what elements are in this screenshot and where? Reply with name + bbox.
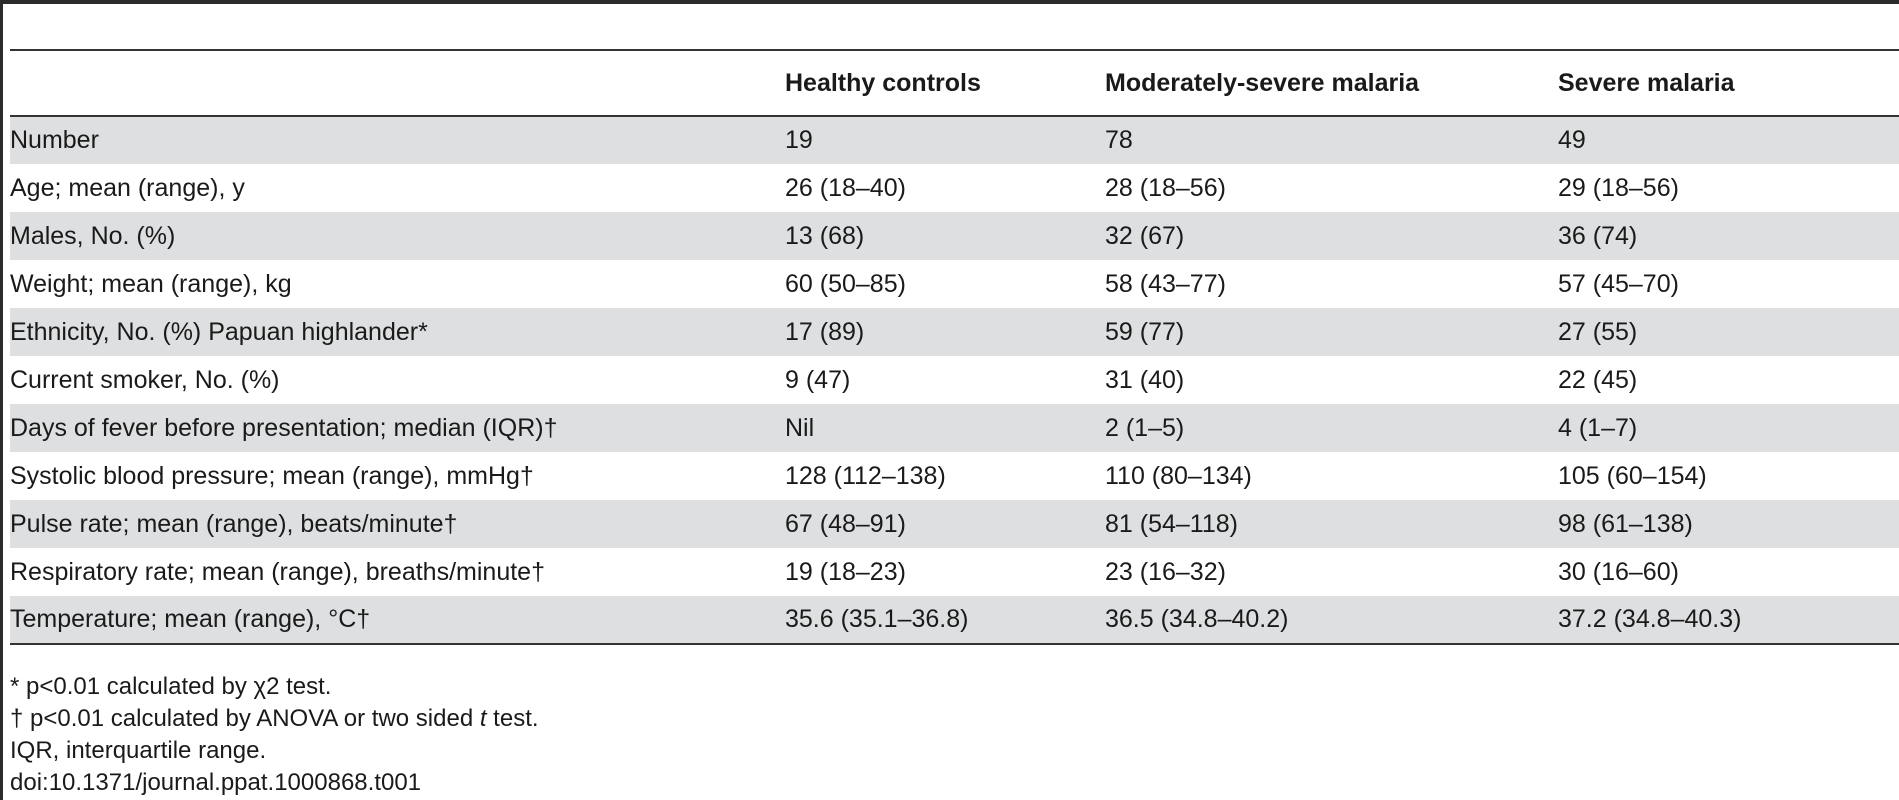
cell-healthy-controls: 60 (50–85) <box>785 269 906 298</box>
table-row: Respiratory rate; mean (range), breaths/… <box>10 548 1899 596</box>
table-row: Pulse rate; mean (range), beats/minute† … <box>10 500 1899 548</box>
cell-healthy-controls: 26 (18–40) <box>785 173 906 202</box>
cell-healthy-controls: 19 (18–23) <box>785 557 906 586</box>
row-label: Number <box>10 126 99 154</box>
cell-severe: 30 (16–60) <box>1558 557 1679 586</box>
header-cell-moderately-severe-malaria: Moderately-severe malaria <box>1105 68 1420 97</box>
cell-severe: 4 (1–7) <box>1558 413 1638 442</box>
cell-severe: 22 (45) <box>1558 365 1638 394</box>
table-header: Healthy controls Moderately-severe malar… <box>10 50 1899 116</box>
cell-severe: 29 (18–56) <box>1558 173 1679 202</box>
table-row: Days of fever before presentation; media… <box>10 404 1899 452</box>
row-label: Ethnicity, No. (%) Papuan highlander* <box>10 317 428 346</box>
left-border <box>0 0 3 800</box>
header-row: Healthy controls Moderately-severe malar… <box>10 50 1899 116</box>
cell-moderately-severe: 110 (80–134) <box>1105 461 1252 490</box>
cell-healthy-controls: 19 <box>785 126 813 154</box>
row-label: Weight; mean (range), kg <box>10 269 292 298</box>
cell-moderately-severe: 31 (40) <box>1105 365 1185 394</box>
cell-severe: 37.2 (34.8–40.3) <box>1558 605 1742 633</box>
table-row: Systolic blood pressure; mean (range), m… <box>10 452 1899 500</box>
table-row: Age; mean (range), y 26 (18–40) 28 (18–5… <box>10 164 1899 212</box>
row-label: Age; mean (range), y <box>10 173 245 202</box>
cell-severe: 49 <box>1558 126 1586 154</box>
characteristics-table: Healthy controls Moderately-severe malar… <box>10 49 1899 645</box>
cell-moderately-severe: 28 (18–56) <box>1105 173 1226 202</box>
footnote-anova-prefix: † p<0.01 calculated by ANOVA or two side… <box>10 705 480 732</box>
cell-moderately-severe: 81 (54–118) <box>1105 509 1238 538</box>
cell-healthy-controls: 35.6 (35.1–36.8) <box>785 605 969 633</box>
cell-moderately-severe: 78 <box>1105 126 1133 154</box>
row-label: Systolic blood pressure; mean (range), m… <box>10 461 534 490</box>
table-row: Weight; mean (range), kg 60 (50–85) 58 (… <box>10 260 1899 308</box>
header-cell-severe-malaria: Severe malaria <box>1558 68 1735 97</box>
cell-moderately-severe: 59 (77) <box>1105 317 1185 346</box>
cell-healthy-controls: 128 (112–138) <box>785 461 946 490</box>
cell-healthy-controls: 67 (48–91) <box>785 509 906 538</box>
footnote-anova: † p<0.01 calculated by ANOVA or two side… <box>10 703 539 735</box>
top-border <box>0 0 1899 4</box>
cell-moderately-severe: 32 (67) <box>1105 221 1185 250</box>
cell-moderately-severe: 36.5 (34.8–40.2) <box>1105 605 1289 633</box>
table-row: Current smoker, No. (%) 9 (47) 31 (40) 2… <box>10 356 1899 404</box>
row-label: Respiratory rate; mean (range), breaths/… <box>10 557 545 586</box>
header-cell-healthy-controls: Healthy controls <box>785 68 981 97</box>
cell-severe: 36 (74) <box>1558 221 1638 250</box>
table-body: Number 19 78 49 Age; mean (range), y 26 … <box>10 116 1899 644</box>
footnote-anova-suffix: test. <box>486 705 539 732</box>
footnote-chi-square: * p<0.01 calculated by χ2 test. <box>10 673 332 700</box>
row-label: Days of fever before presentation; media… <box>10 413 558 442</box>
cell-healthy-controls: 13 (68) <box>785 221 865 250</box>
cell-healthy-controls: 17 (89) <box>785 317 865 346</box>
row-label: Males, No. (%) <box>10 221 176 250</box>
row-label: Current smoker, No. (%) <box>10 365 280 394</box>
row-label: Pulse rate; mean (range), beats/minute† <box>10 509 458 538</box>
row-label: Temperature; mean (range), °C† <box>10 605 371 633</box>
cell-moderately-severe: 58 (43–77) <box>1105 269 1226 298</box>
cell-severe: 105 (60–154) <box>1558 461 1707 490</box>
table-row: Number 19 78 49 <box>10 116 1899 164</box>
cell-moderately-severe: 23 (16–32) <box>1105 557 1226 586</box>
characteristics-table-container: Healthy controls Moderately-severe malar… <box>10 49 1899 645</box>
cell-moderately-severe: 2 (1–5) <box>1105 413 1185 442</box>
table-row: Temperature; mean (range), °C† 35.6 (35.… <box>10 596 1899 644</box>
table-row: Males, No. (%) 13 (68) 32 (67) 36 (74) <box>10 212 1899 260</box>
cell-healthy-controls: 9 (47) <box>785 365 851 394</box>
header-cell-label <box>10 50 785 116</box>
cell-severe: 98 (61–138) <box>1558 509 1693 538</box>
cell-severe: 57 (45–70) <box>1558 269 1679 298</box>
table-footnotes: * p<0.01 calculated by χ2 test. † p<0.01… <box>10 671 539 799</box>
cell-severe: 27 (55) <box>1558 317 1638 346</box>
table-row: Ethnicity, No. (%) Papuan highlander* 17… <box>10 308 1899 356</box>
cell-healthy-controls: Nil <box>785 413 815 442</box>
footnote-iqr: IQR, interquartile range. <box>10 737 267 764</box>
footnote-doi: doi:10.1371/journal.ppat.1000868.t001 <box>10 769 422 796</box>
footnote-anova-t: t <box>479 705 487 732</box>
